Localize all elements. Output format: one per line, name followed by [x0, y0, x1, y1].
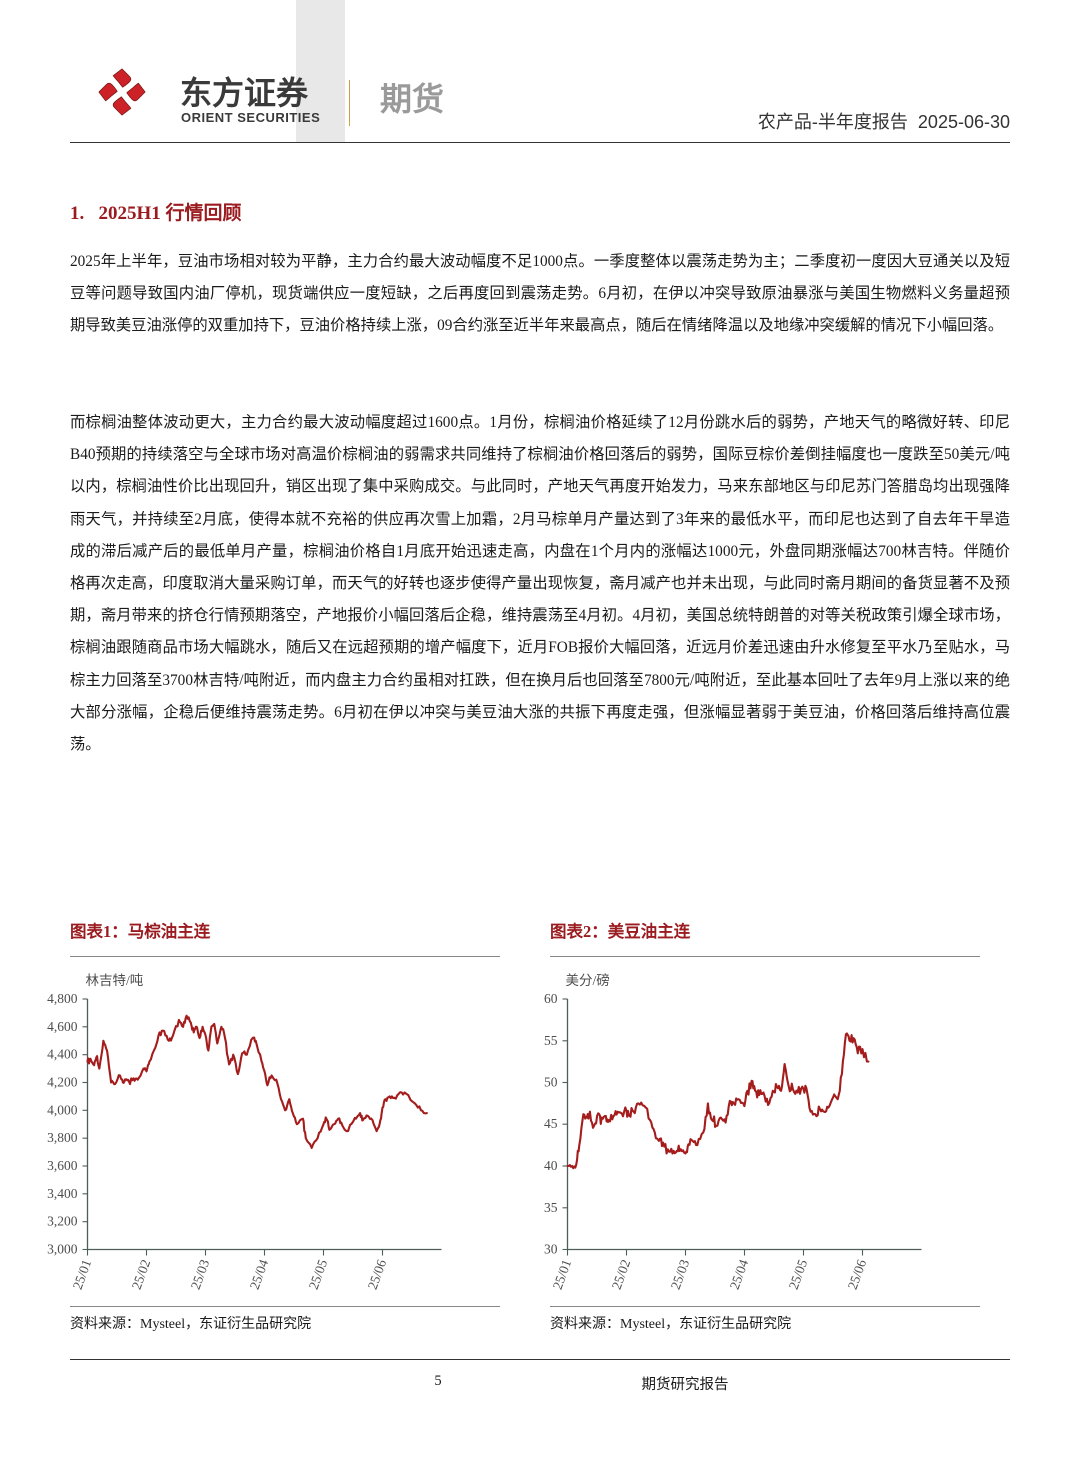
svg-text:25/01: 25/01: [70, 1257, 95, 1291]
svg-text:25/02: 25/02: [129, 1257, 154, 1291]
svg-text:25/04: 25/04: [727, 1257, 752, 1291]
svg-text:40: 40: [544, 1158, 558, 1173]
svg-text:林吉特/吨: 林吉特/吨: [86, 973, 144, 988]
svg-text:25/06: 25/06: [845, 1257, 870, 1291]
svg-text:3,000: 3,000: [47, 1242, 78, 1257]
svg-text:美分/磅: 美分/磅: [566, 972, 610, 988]
svg-text:3,200: 3,200: [47, 1214, 78, 1229]
svg-text:60: 60: [544, 991, 558, 1006]
svg-text:3,600: 3,600: [47, 1158, 78, 1173]
svg-text:4,600: 4,600: [47, 1019, 78, 1034]
svg-text:3,400: 3,400: [47, 1186, 78, 1201]
svg-text:25/05: 25/05: [786, 1257, 811, 1291]
svg-text:25/06: 25/06: [365, 1257, 390, 1291]
svg-text:25/02: 25/02: [609, 1257, 634, 1291]
svg-text:4,400: 4,400: [47, 1047, 78, 1062]
svg-text:25/01: 25/01: [550, 1257, 575, 1291]
svg-text:30: 30: [544, 1242, 558, 1257]
svg-text:25/04: 25/04: [247, 1257, 272, 1291]
svg-text:4,000: 4,000: [47, 1102, 78, 1117]
svg-text:25/03: 25/03: [668, 1257, 693, 1291]
svg-text:55: 55: [544, 1033, 558, 1048]
svg-text:4,200: 4,200: [47, 1075, 78, 1090]
svg-text:4,800: 4,800: [47, 991, 78, 1006]
svg-text:3,800: 3,800: [47, 1130, 78, 1145]
svg-text:35: 35: [544, 1200, 558, 1215]
svg-text:50: 50: [544, 1075, 558, 1090]
svg-text:45: 45: [544, 1116, 558, 1131]
svg-text:25/03: 25/03: [188, 1257, 213, 1291]
svg-text:25/05: 25/05: [306, 1257, 331, 1291]
